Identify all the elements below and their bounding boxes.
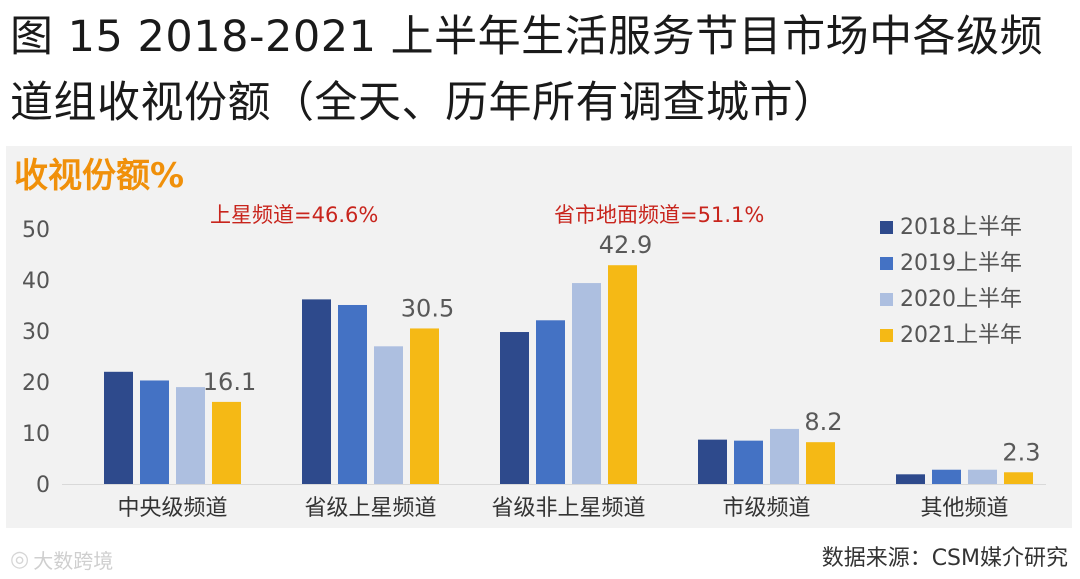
bar-2018上半年-省级上星频道 [302,299,331,484]
data-label: 30.5 [401,294,454,322]
bar-2019上半年-省级非上星频道 [536,320,565,484]
legend-label: 2021上半年 [900,323,1022,348]
legend-swatch [880,329,893,342]
bar-2018上半年-市级频道 [698,439,727,484]
annotation-terrestrial-total: 省市地面频道=51.1% [554,203,764,227]
logo-text: 大数跨境 [33,548,114,573]
bar-2020上半年-省级非上星频道 [572,283,601,484]
x-tick-label: 省级非上星频道 [491,496,645,521]
y-tick-label: 50 [22,218,50,243]
figure-title-line2: 道组收视份额（全天、历年所有调查城市） [10,78,837,128]
logo-icon: ◎ [10,546,30,572]
x-tick-label: 省级上星频道 [304,496,436,521]
legend-swatch [880,293,893,306]
figure-title: 图 15 2018-2021 上半年生活服务节目市场中各级频 道组收视份额（全天… [10,4,1075,136]
data-label: 8.2 [804,408,842,436]
bar-2019上半年-其他频道 [932,469,961,484]
y-tick-label: 40 [22,269,50,294]
y-tick-label: 30 [22,320,50,345]
x-tick-label: 中央级频道 [117,496,227,521]
chart-panel: 收视份额% 上星频道=46.6% 省市地面频道=51.1% 0 10 20 30 40 5… [6,146,1072,528]
annotation-satellite-total: 上星频道=46.6% [210,203,378,227]
bar-2018上半年-其他频道 [896,474,925,484]
y-tick-label: 0 [36,473,50,498]
data-label: 16.1 [203,368,256,396]
bar-2019上半年-市级频道 [734,440,763,484]
bar-2020上半年-市级频道 [770,428,799,484]
data-labels: 16.1 30.5 42.9 8.2 2.3 [203,231,1041,466]
legend-swatch [880,257,893,270]
watermark-logo: ◎ 大数跨境 [10,542,113,576]
y-tick-label: 20 [22,371,50,396]
legend-swatch [880,221,893,234]
data-label: 42.9 [599,231,652,259]
y-tick-label: 10 [22,422,50,447]
legend-label: 2020上半年 [900,287,1022,312]
bar-2021上半年-省级非上星频道 [608,265,637,484]
x-tick-label: 其他频道 [920,496,1008,521]
bar-2020上半年-其他频道 [968,469,997,484]
bar-2018上半年-省级非上星频道 [500,332,529,484]
figure-title-line1: 图 15 2018-2021 上半年生活服务节目市场中各级频 [10,12,1044,62]
bar-2018上半年-中央级频道 [104,371,133,484]
x-tick-label: 市级频道 [722,496,810,521]
bar-2020上半年-中央级频道 [176,387,205,484]
bar-2019上半年-中央级频道 [140,380,169,484]
bar-2021上半年-省级上星频道 [410,328,439,484]
legend-label: 2018上半年 [900,215,1022,240]
bar-2020上半年-省级上星频道 [374,346,403,484]
data-label: 2.3 [1002,438,1040,466]
bar-2021上半年-市级频道 [806,442,835,484]
bar-2021上半年-中央级频道 [212,401,241,484]
bar-2021上半年-其他频道 [1004,472,1033,484]
x-axis: 中央级频道 省级上星频道 省级非上星频道 市级频道 其他频道 [117,496,1008,521]
bar-2019上半年-省级上星频道 [338,304,367,484]
legend: 2018上半年 2019上半年 2020上半年 2021上半年 [880,215,1022,348]
data-source: 数据来源：CSM媒介研究 [821,546,1068,571]
bar-series [104,265,1033,484]
y-axis: 0 10 20 30 40 50 [22,218,1046,498]
legend-label: 2019上半年 [900,251,1022,276]
bar-chart: 收视份额% 上星频道=46.6% 省市地面频道=51.1% 0 10 20 30 40 5… [14,156,1046,521]
chart-title: 收视份额% [14,156,184,196]
